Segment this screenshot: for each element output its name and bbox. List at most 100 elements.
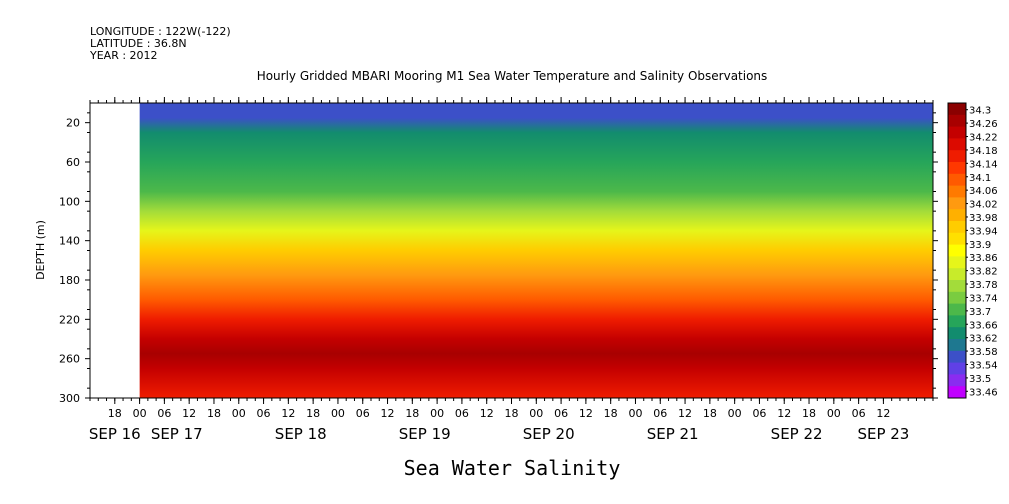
colorbar-label: 33.98: [969, 213, 998, 224]
x-hour-label: 00: [827, 407, 841, 420]
colorbar-label: 33.74: [969, 293, 998, 304]
y-tick-label: 100: [59, 195, 80, 208]
x-hour-label: 12: [777, 407, 791, 420]
colorbar-swatch: [948, 291, 966, 305]
colorbar-swatch: [948, 232, 966, 246]
colorbar-label: 34.22: [969, 133, 998, 144]
colorbar-swatch: [948, 138, 966, 151]
colorbar-swatch: [948, 173, 966, 187]
x-date-label: SEP 21: [647, 425, 699, 443]
x-date-label: SEP 19: [399, 425, 451, 443]
colorbar-label: 33.7: [969, 307, 991, 318]
colorbar-label: 33.5: [969, 374, 991, 385]
colorbar-label: 33.62: [969, 334, 998, 345]
x-hour-label: 06: [257, 407, 271, 420]
y-tick-label: 180: [59, 274, 80, 287]
x-hour-label: 12: [678, 407, 692, 420]
colorbar-label: 34.26: [969, 119, 998, 130]
colorbar-swatch: [948, 339, 966, 352]
x-date-label: SEP 20: [523, 425, 575, 443]
colorbar-swatch: [948, 315, 966, 328]
x-hour-label: 12: [876, 407, 890, 420]
x-hour-label: 18: [405, 407, 419, 420]
colorbar-label: 34.3: [969, 106, 991, 117]
colorbar-label: 33.78: [969, 280, 998, 291]
colorbar-frame: [947, 102, 967, 399]
colorbar-swatch: [948, 362, 966, 375]
chart-title: Hourly Gridded MBARI Mooring M1 Sea Wate…: [257, 69, 768, 83]
colorbar-label: 33.54: [969, 360, 998, 371]
x-hour-label: 00: [529, 407, 543, 420]
x-hour-label: 18: [306, 407, 320, 420]
x-hour-label: 00: [232, 407, 246, 420]
colorbar-swatch: [948, 386, 966, 399]
colorbar-label: 33.94: [969, 226, 998, 237]
x-date-label: SEP 17: [151, 425, 203, 443]
x-hour-label: 12: [381, 407, 395, 420]
x-hour-label: 06: [554, 407, 568, 420]
x-hour-label: 12: [182, 407, 196, 420]
x-hour-label: 06: [653, 407, 667, 420]
x-hour-label: 00: [728, 407, 742, 420]
colorbar-swatch: [948, 256, 966, 269]
colorbar-swatch: [948, 185, 966, 198]
colorbar-label: 34.18: [969, 146, 998, 157]
x-date-label: SEP 22: [771, 425, 823, 443]
x-hour-label: 06: [752, 407, 766, 420]
x-hour-label: 00: [133, 407, 147, 420]
x-hour-label: 06: [157, 407, 171, 420]
x-hour-label: 06: [455, 407, 469, 420]
colorbar-swatch: [948, 221, 966, 234]
colorbar-label: 33.86: [969, 253, 998, 264]
x-hour-label: 12: [579, 407, 593, 420]
colorbar-label: 34.02: [969, 200, 998, 211]
x-hour-label: 00: [430, 407, 444, 420]
colorbar-swatch: [948, 103, 966, 116]
colorbar-swatch: [948, 209, 966, 222]
x-hour-label: 18: [604, 407, 618, 420]
colorbar-label: 34.14: [969, 159, 998, 170]
x-date-label: SEP 16: [89, 425, 141, 443]
colorbar-swatch: [948, 114, 966, 128]
colorbar-label: 34.06: [969, 186, 998, 197]
x-hour-label: 06: [356, 407, 370, 420]
y-tick-label: 20: [66, 117, 80, 130]
x-hour-label: 06: [852, 407, 866, 420]
x-hour-label: 00: [331, 407, 345, 420]
colorbar-swatch: [948, 197, 966, 210]
y-tick-label: 300: [59, 392, 80, 405]
longitude-label: LONGITUDE : 122W(-122): [90, 25, 231, 38]
y-tick-label: 260: [59, 353, 80, 366]
colorbar-swatch: [948, 303, 966, 316]
colorbar-swatch: [948, 280, 966, 293]
x-date-label: SEP 23: [857, 425, 909, 443]
x-hour-label: 00: [628, 407, 642, 420]
x-hour-label: 18: [108, 407, 122, 420]
colorbar-swatch: [948, 268, 966, 281]
colorbar-swatch: [948, 350, 966, 364]
x-hour-label: 18: [802, 407, 816, 420]
x-hour-label: 18: [505, 407, 519, 420]
latitude-label: LATITUDE : 36.8N: [90, 37, 187, 50]
x-date-label: SEP 18: [275, 425, 327, 443]
y-tick-label: 140: [59, 235, 80, 248]
year-label: YEAR : 2012: [89, 49, 158, 62]
x-hour-label: 12: [281, 407, 295, 420]
y-axis-label: DEPTH (m): [34, 220, 47, 280]
salinity-field: [139, 103, 933, 398]
colorbar-swatch: [948, 126, 966, 139]
y-tick-label: 60: [66, 156, 80, 169]
y-tick-label: 220: [59, 313, 80, 326]
colorbar-label: 33.9: [969, 240, 991, 251]
colorbar-label: 33.66: [969, 320, 998, 331]
x-hour-label: 18: [207, 407, 221, 420]
colorbar-label: 34.1: [969, 173, 991, 184]
colorbar-label: 33.46: [969, 387, 998, 398]
colorbar-swatch: [948, 374, 966, 387]
x-hour-label: 18: [703, 407, 717, 420]
x-hour-label: 12: [480, 407, 494, 420]
colorbar-swatch: [948, 327, 966, 340]
colorbar-label: 33.82: [969, 267, 998, 278]
colorbar-swatch: [948, 244, 966, 257]
